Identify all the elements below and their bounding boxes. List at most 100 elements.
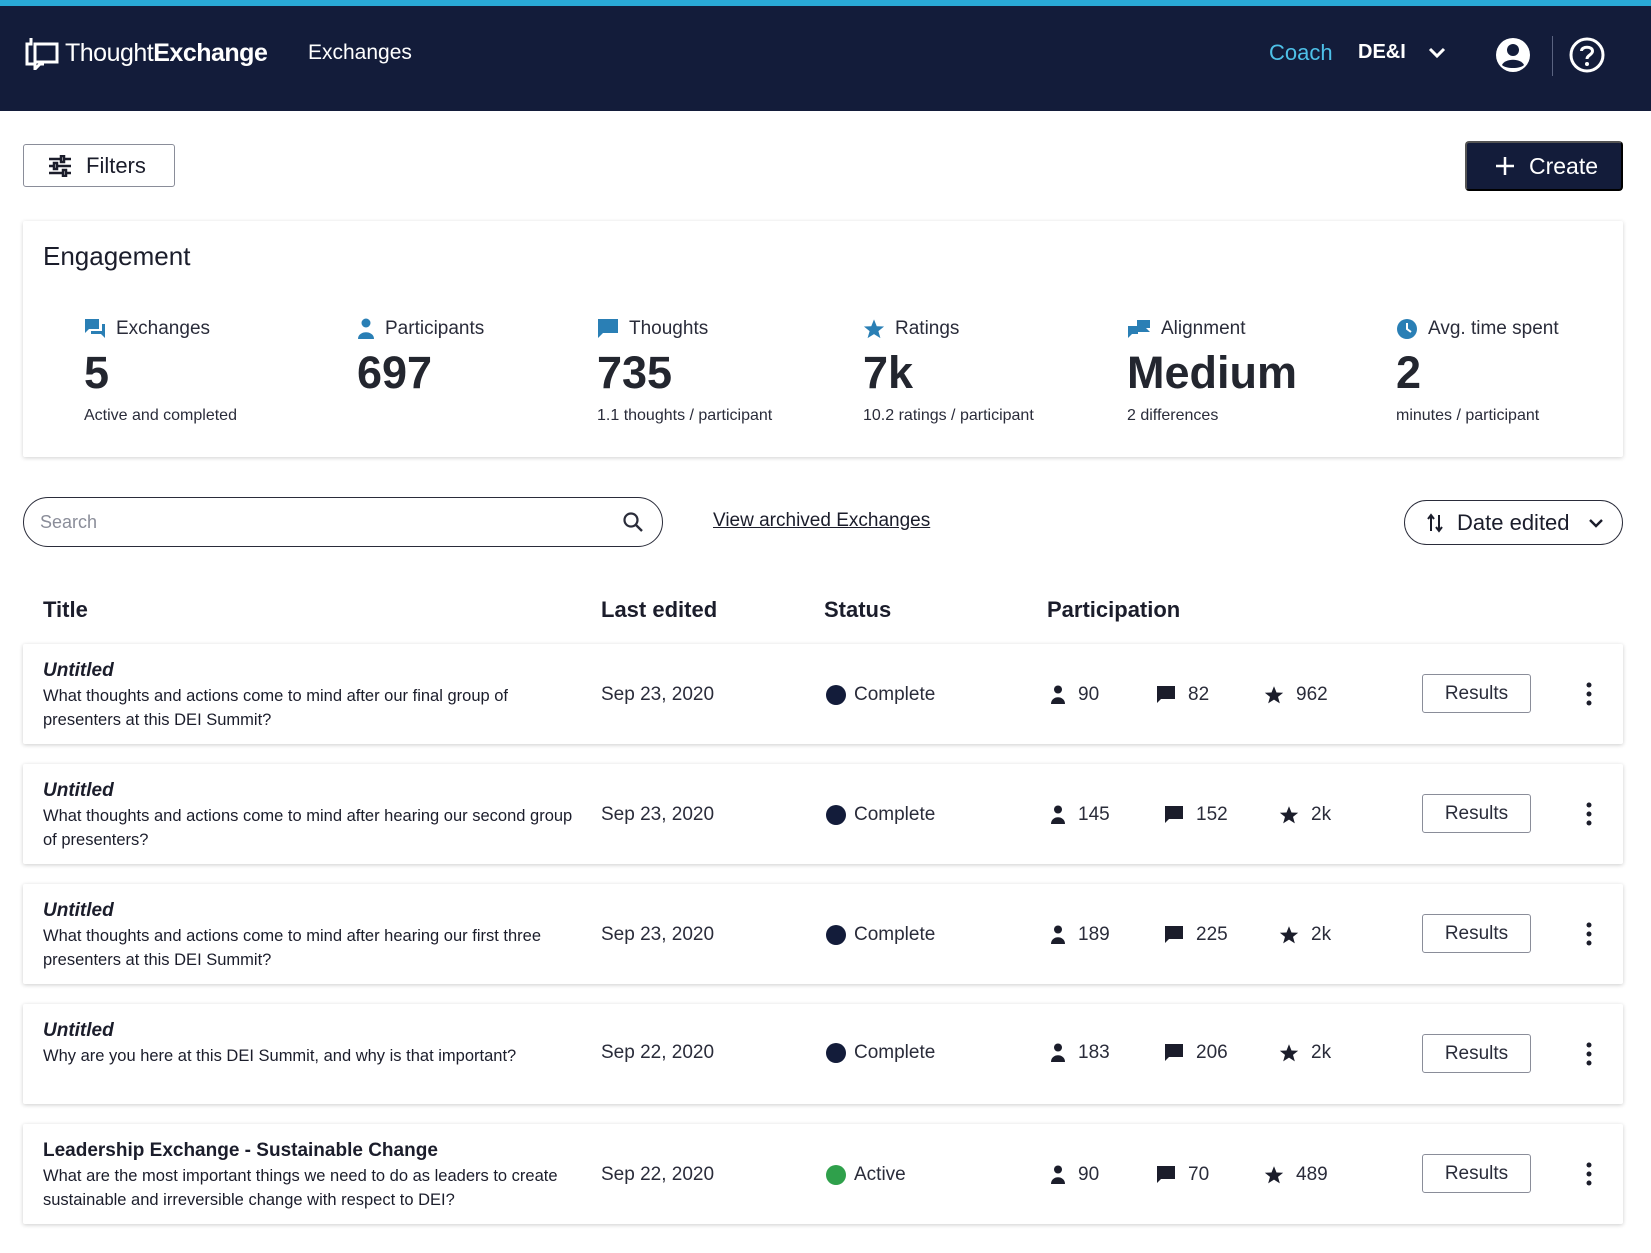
last-edited-date: Sep 23, 2020 (601, 684, 715, 705)
status-badge: Complete (826, 684, 935, 706)
column-header-status: Status (824, 597, 892, 622)
exchange-question: What thoughts and actions come to mind a… (43, 927, 542, 969)
column-header-participation: Participation (1047, 597, 1181, 622)
status-badge: Active (826, 1164, 906, 1186)
star-icon (1279, 926, 1299, 944)
view-archived-link[interactable]: View archived Exchanges (713, 510, 931, 531)
search-input[interactable] (40, 510, 620, 534)
status-dot-icon (826, 805, 846, 825)
person-icon (1051, 1043, 1065, 1062)
exchange-title[interactable]: Leadership Exchange - Sustainable Change (43, 1140, 438, 1161)
metric-thoughts-value: 735 (597, 347, 673, 398)
thoughts-count: 225 (1164, 924, 1228, 946)
speech-bubble-icon (598, 319, 618, 338)
participants-count: 90 (1050, 684, 1099, 706)
person-icon (1051, 805, 1065, 824)
nav-link-exchanges[interactable]: Exchanges (308, 41, 412, 64)
status-dot-icon (826, 925, 846, 945)
exchange-title[interactable]: Untitled (43, 900, 114, 921)
alignment-icon (1128, 320, 1150, 338)
thoughts-count: 206 (1164, 1042, 1228, 1064)
table-row[interactable]: Untitled Why are you here at this DEI Su… (23, 1004, 1623, 1104)
ratings-count: 2k (1279, 1042, 1331, 1064)
metric-avg-time-sub: minutes / participant (1396, 407, 1540, 424)
last-edited-date: Sep 22, 2020 (601, 1164, 715, 1185)
table-row[interactable]: Untitled What thoughts and actions come … (23, 644, 1623, 744)
speech-bubble-icon (1157, 1166, 1175, 1183)
participants-count: 90 (1050, 1164, 1099, 1186)
star-icon (1264, 1166, 1284, 1184)
more-options-icon[interactable] (1586, 682, 1592, 706)
engagement-title: Engagement (43, 241, 191, 271)
status-dot-icon (826, 685, 846, 705)
logo-icon (25, 38, 59, 70)
more-options-icon[interactable] (1586, 1162, 1592, 1186)
thoughts-count: 152 (1164, 804, 1228, 826)
search-icon[interactable] (622, 511, 644, 533)
last-edited-date: Sep 22, 2020 (601, 1042, 715, 1063)
participants-count: 189 (1050, 924, 1110, 946)
results-button[interactable]: Results (1422, 1034, 1531, 1073)
logo-text: ThoughtExchange (65, 38, 268, 67)
speech-bubble-icon (1165, 926, 1183, 943)
status-dot-icon (826, 1165, 846, 1185)
exchange-question: What are the most important things we ne… (43, 1167, 558, 1209)
exchange-question: What thoughts and actions come to mind a… (43, 687, 509, 729)
more-options-icon[interactable] (1586, 922, 1592, 946)
metric-alignment-sub: 2 differences (1127, 407, 1219, 424)
org-selector[interactable]: DE&I (1358, 41, 1446, 64)
chevron-down-icon (1428, 47, 1445, 58)
person-icon (1051, 685, 1065, 704)
chat-bubbles-icon (85, 319, 105, 338)
metric-participants-value: 697 (357, 347, 433, 398)
status-badge: Complete (826, 1042, 935, 1064)
account-icon[interactable] (1493, 35, 1533, 75)
exchange-title[interactable]: Untitled (43, 780, 114, 801)
table-row[interactable]: Leadership Exchange - Sustainable Change… (23, 1124, 1623, 1224)
results-button[interactable]: Results (1422, 914, 1531, 953)
more-options-icon[interactable] (1586, 802, 1592, 826)
metric-thoughts: Thoughts 735 1.1 thoughts / participant (597, 318, 773, 424)
engagement-card: Engagement Exchanges 5 Active and comple… (23, 221, 1623, 457)
metric-avg-time-value: 2 (1396, 347, 1422, 398)
results-button[interactable]: Results (1422, 1154, 1531, 1193)
ratings-count: 2k (1279, 924, 1331, 946)
search-box (23, 497, 663, 547)
nav-divider (1552, 36, 1553, 76)
results-button[interactable]: Results (1422, 674, 1531, 713)
table-row[interactable]: Untitled What thoughts and actions come … (23, 764, 1623, 864)
exchange-title[interactable]: Untitled (43, 660, 114, 681)
ratings-count: 2k (1279, 804, 1331, 826)
status-badge: Complete (826, 924, 935, 946)
filters-button[interactable]: Filters (23, 144, 175, 187)
thoughts-count: 82 (1156, 684, 1209, 706)
help-icon[interactable] (1567, 35, 1607, 75)
sort-dropdown[interactable]: Date edited (1404, 500, 1623, 545)
star-icon (1279, 1044, 1299, 1062)
metric-thoughts-sub: 1.1 thoughts / participant (597, 407, 773, 424)
metric-exchanges-value: 5 (84, 347, 110, 398)
metric-alignment: Alignment Medium 2 differences (1127, 318, 1298, 424)
person-icon (358, 318, 374, 339)
sliders-icon (49, 154, 71, 177)
exchange-title[interactable]: Untitled (43, 1020, 114, 1041)
ratings-count: 489 (1264, 1164, 1328, 1186)
metric-participants: Participants 697 (357, 318, 485, 398)
metric-ratings-value: 7k (863, 347, 914, 398)
speech-bubble-icon (1165, 806, 1183, 823)
filters-label: Filters (86, 152, 146, 178)
speech-bubble-icon (1165, 1044, 1183, 1061)
exchange-question: Why are you here at this DEI Summit, and… (43, 1047, 517, 1065)
results-button[interactable]: Results (1422, 794, 1531, 833)
sort-label: Date edited (1457, 509, 1570, 535)
more-options-icon[interactable] (1586, 1042, 1592, 1066)
metric-exchanges-sub: Active and completed (84, 407, 237, 424)
metric-alignment-value: Medium (1127, 347, 1298, 398)
table-row[interactable]: Untitled What thoughts and actions come … (23, 884, 1623, 984)
clock-icon (1397, 319, 1417, 339)
exchange-question: What thoughts and actions come to mind a… (43, 807, 573, 849)
thoughtexchange-logo[interactable]: ThoughtExchange (25, 36, 268, 70)
coach-link[interactable]: Coach (1269, 40, 1333, 65)
ratings-count: 962 (1264, 684, 1328, 706)
create-button[interactable]: Create (1465, 141, 1623, 191)
